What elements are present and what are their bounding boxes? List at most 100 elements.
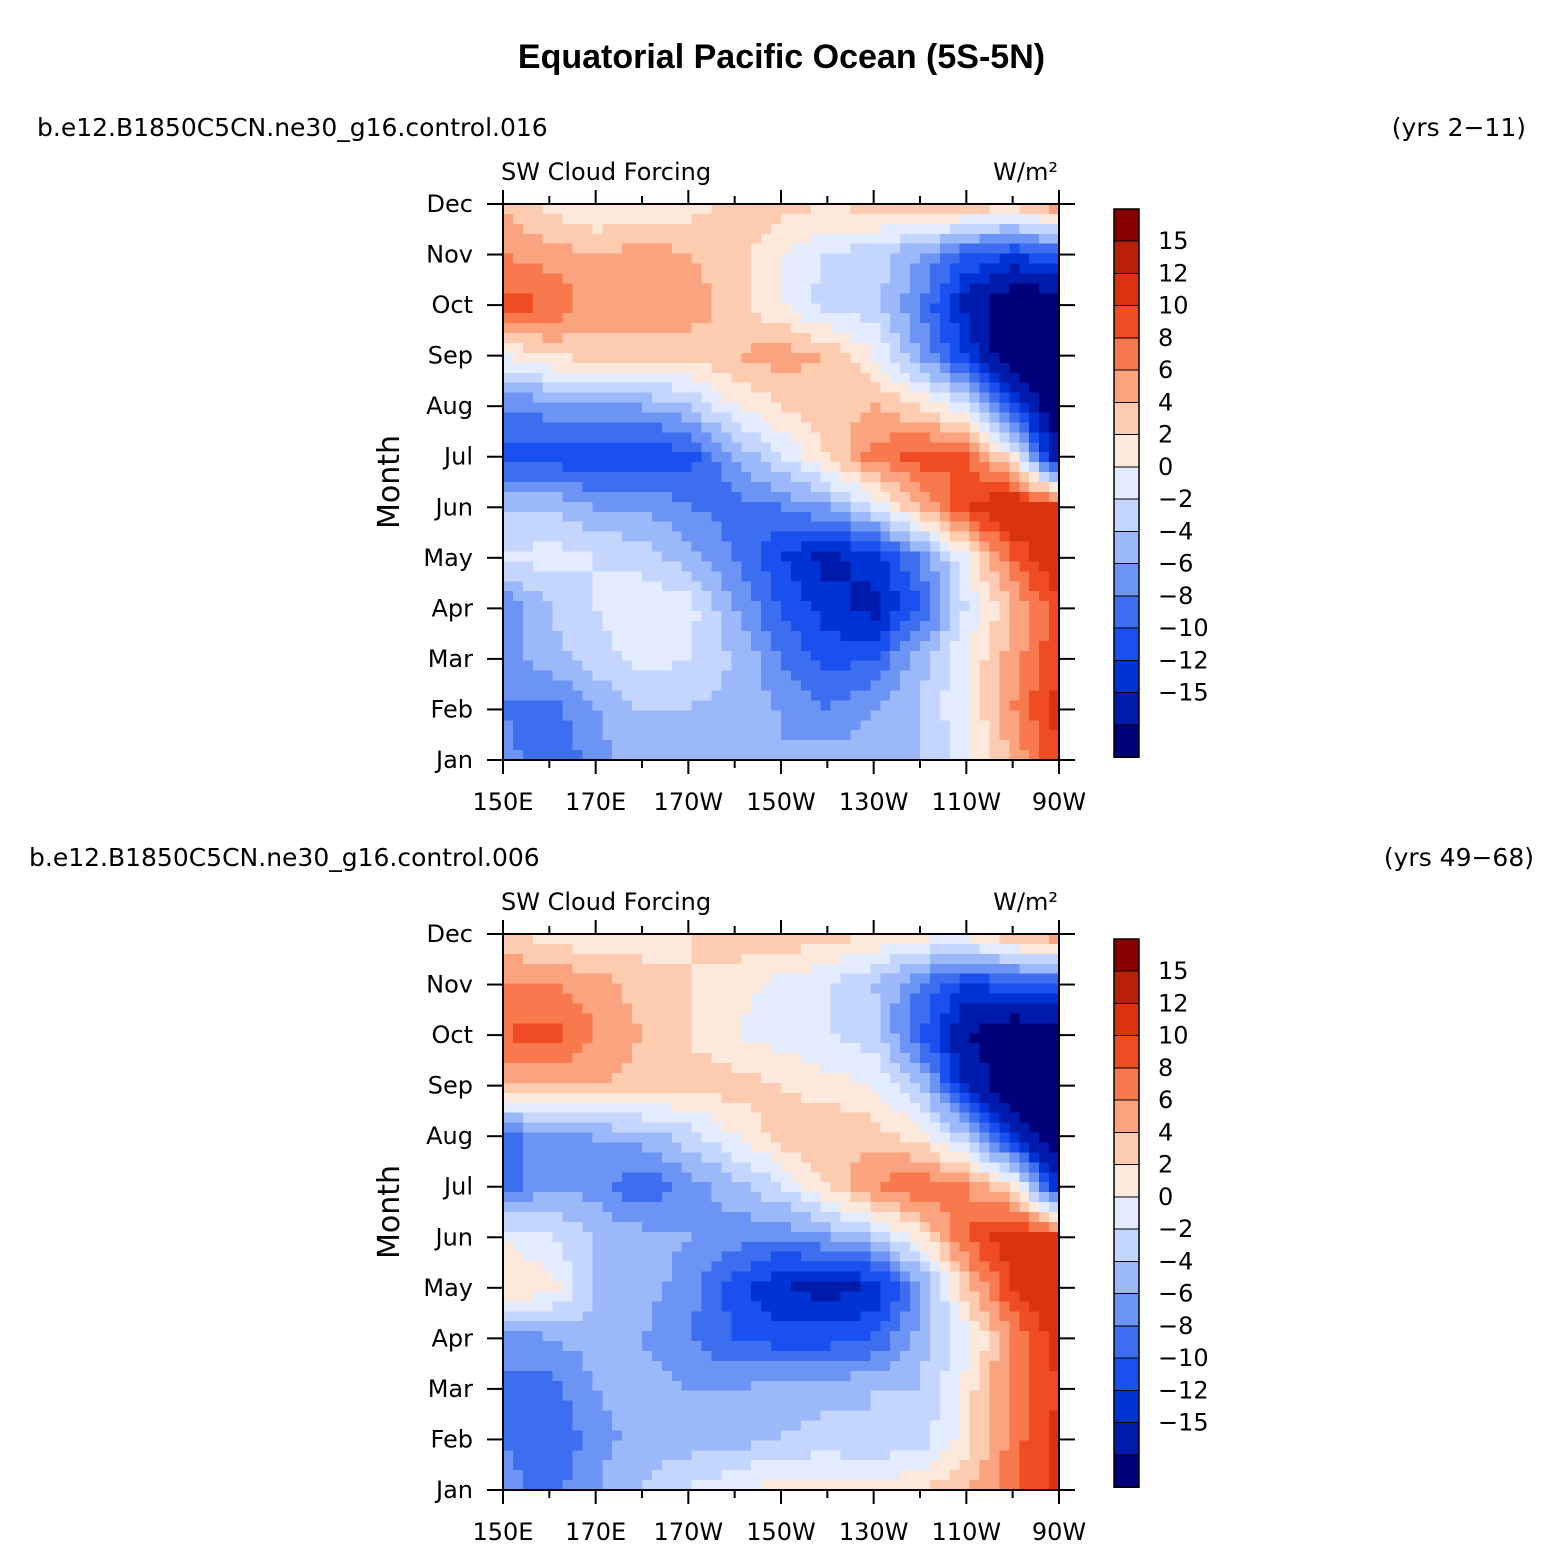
- heatmap-cell: [602, 601, 613, 612]
- heatmap-cell: [1039, 1122, 1050, 1134]
- heatmap-cell: [651, 253, 663, 265]
- heatmap-cell: [612, 650, 623, 662]
- heatmap-cell: [939, 511, 951, 523]
- heatmap-cell: [870, 660, 881, 672]
- heatmap-cell: [959, 571, 971, 582]
- heatmap-cell: [552, 392, 564, 404]
- heatmap-cell: [830, 501, 842, 513]
- heatmap-cell: [771, 511, 782, 523]
- heatmap-cell: [979, 392, 991, 404]
- heatmap-cell: [999, 601, 1010, 612]
- heatmap-cell: [582, 263, 593, 275]
- heatmap-cell: [969, 412, 981, 424]
- heatmap-cell: [503, 1212, 514, 1223]
- heatmap-cell: [830, 601, 842, 612]
- heatmap-cell: [562, 223, 574, 235]
- heatmap-cell: [820, 204, 832, 215]
- heatmap-cell: [731, 551, 742, 563]
- heatmap-cell: [532, 680, 544, 692]
- heatmap-cell: [771, 1073, 782, 1084]
- heatmap-cell: [900, 1192, 911, 1203]
- heatmap-cell: [910, 511, 921, 523]
- heatmap-cell: [512, 213, 524, 225]
- heatmap-cell: [642, 323, 653, 334]
- heatmap-cell: [642, 630, 653, 642]
- heatmap-cell: [979, 213, 991, 225]
- heatmap-cell: [979, 953, 991, 965]
- heatmap-cell: [870, 1212, 881, 1223]
- heatmap-cell: [741, 501, 752, 513]
- heatmap-cell: [810, 710, 822, 721]
- heatmap-cell: [612, 973, 623, 985]
- heatmap-cell: [920, 740, 931, 751]
- heatmap-cell: [771, 263, 782, 275]
- heatmap-cell: [731, 710, 742, 721]
- heatmap-cell: [542, 561, 554, 572]
- heatmap-cell: [830, 472, 842, 483]
- heatmap-cell: [790, 313, 802, 324]
- heatmap-cell: [503, 382, 514, 394]
- heatmap-cell: [969, 372, 981, 384]
- heatmap-cell: [969, 551, 981, 563]
- heatmap-cell: [810, 1172, 822, 1183]
- heatmap-cell: [552, 343, 564, 354]
- heatmap-cell: [939, 571, 951, 582]
- heatmap-cell: [800, 680, 812, 692]
- heatmap-cell: [721, 934, 732, 945]
- heatmap-cell: [681, 323, 693, 334]
- heatmap-cell: [939, 680, 951, 692]
- heatmap-cell: [552, 1073, 564, 1084]
- heatmap-cell: [999, 1162, 1010, 1173]
- heatmap-cell: [1039, 1043, 1050, 1054]
- heatmap-cell: [572, 392, 584, 404]
- heatmap-cell: [751, 1003, 762, 1015]
- heatmap-cell: [522, 1142, 534, 1154]
- heatmap-cell: [751, 233, 762, 245]
- heatmap-cell: [522, 1003, 534, 1015]
- heatmap-cell: [721, 670, 732, 682]
- heatmap-cell: [1019, 323, 1030, 334]
- heatmap-cell: [979, 1182, 991, 1193]
- heatmap-cell: [989, 591, 1001, 602]
- heatmap-cell: [671, 541, 683, 553]
- heatmap-cell: [731, 963, 742, 975]
- heatmap-cell: [691, 660, 703, 672]
- heatmap-cell: [840, 1212, 852, 1223]
- heatmap-cell: [612, 362, 623, 374]
- heatmap-cell: [969, 1043, 981, 1054]
- heatmap-cell: [522, 402, 534, 414]
- heatmap-cell: [503, 243, 514, 255]
- heatmap-cell: [860, 422, 871, 433]
- heatmap-cell: [741, 1231, 752, 1243]
- heatmap-cell: [781, 491, 792, 503]
- heatmap-cell: [612, 1202, 623, 1213]
- heatmap-cell: [691, 740, 703, 751]
- heatmap-cell: [959, 491, 971, 503]
- heatmap-cell: [910, 1112, 921, 1124]
- heatmap-cell: [711, 690, 723, 702]
- heatmap-cell: [939, 333, 951, 344]
- heatmap-cell: [800, 452, 812, 463]
- heatmap-cell: [582, 551, 593, 563]
- heatmap-cell: [651, 660, 663, 672]
- heatmap-cell: [642, 402, 653, 414]
- heatmap-cell: [562, 491, 574, 503]
- heatmap-cell: [880, 253, 891, 265]
- heatmap-cell: [781, 943, 792, 955]
- colorbar-label: −4: [1158, 517, 1193, 545]
- heatmap-cell: [522, 1043, 534, 1054]
- heatmap-cell: [820, 670, 832, 682]
- heatmap-cell: [939, 993, 951, 1005]
- heatmap-cell: [810, 963, 822, 975]
- heatmap-cell: [741, 993, 752, 1005]
- heatmap-cell: [661, 243, 673, 255]
- heatmap-cell: [622, 1063, 633, 1074]
- heatmap-cell: [850, 1172, 862, 1183]
- heatmap-cell: [532, 204, 544, 215]
- heatmap-cell: [622, 293, 633, 304]
- heatmap-cell: [999, 213, 1010, 225]
- heatmap-cell: [622, 511, 633, 523]
- heatmap-cell: [1009, 511, 1020, 523]
- heatmap-cell: [503, 1102, 514, 1114]
- heatmap-cell: [949, 442, 961, 453]
